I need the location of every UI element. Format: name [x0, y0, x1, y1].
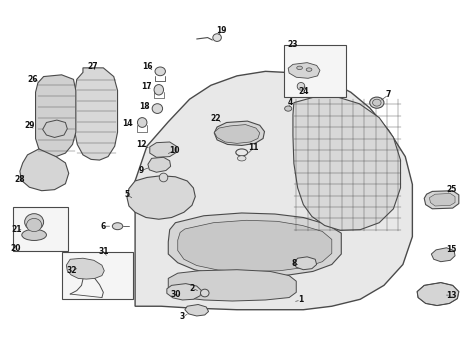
Ellipse shape — [154, 85, 164, 95]
Polygon shape — [424, 191, 459, 209]
Text: 5: 5 — [125, 190, 129, 199]
Polygon shape — [429, 193, 455, 206]
Text: 29: 29 — [24, 121, 35, 130]
Ellipse shape — [201, 289, 209, 297]
Text: 23: 23 — [288, 40, 298, 49]
Ellipse shape — [112, 223, 123, 230]
Text: 17: 17 — [141, 82, 151, 91]
Polygon shape — [43, 120, 67, 137]
Text: 15: 15 — [446, 245, 456, 254]
Text: 1: 1 — [298, 295, 304, 304]
Ellipse shape — [155, 67, 165, 76]
Text: 12: 12 — [136, 140, 146, 149]
Ellipse shape — [297, 82, 305, 90]
Ellipse shape — [284, 106, 292, 111]
Text: 2: 2 — [189, 284, 195, 293]
Polygon shape — [127, 176, 195, 219]
Text: 26: 26 — [27, 75, 37, 84]
Text: 13: 13 — [446, 291, 456, 300]
Text: 8: 8 — [291, 259, 297, 268]
Polygon shape — [214, 121, 264, 145]
Ellipse shape — [22, 229, 46, 240]
Text: 7: 7 — [386, 90, 392, 99]
Text: 24: 24 — [298, 87, 309, 96]
Polygon shape — [293, 97, 401, 230]
Ellipse shape — [137, 118, 147, 127]
Text: 31: 31 — [98, 247, 109, 256]
Polygon shape — [150, 142, 176, 157]
Ellipse shape — [25, 214, 44, 230]
Text: 11: 11 — [248, 143, 259, 152]
Bar — [62, 252, 133, 299]
Polygon shape — [20, 149, 69, 191]
Ellipse shape — [297, 66, 302, 70]
Polygon shape — [167, 284, 201, 300]
Polygon shape — [214, 125, 260, 143]
Text: 30: 30 — [170, 290, 181, 299]
Text: 19: 19 — [217, 26, 227, 35]
Bar — [284, 45, 346, 97]
Ellipse shape — [373, 99, 381, 106]
Polygon shape — [294, 257, 317, 270]
Text: 6: 6 — [100, 222, 106, 231]
Text: 10: 10 — [169, 146, 180, 155]
Polygon shape — [75, 68, 118, 160]
Polygon shape — [288, 63, 320, 78]
Ellipse shape — [27, 219, 42, 232]
Text: 22: 22 — [210, 114, 221, 123]
Polygon shape — [178, 220, 332, 271]
Bar — [13, 207, 68, 251]
Text: 32: 32 — [67, 266, 77, 275]
Polygon shape — [135, 71, 412, 310]
Polygon shape — [417, 283, 459, 306]
Text: 28: 28 — [15, 175, 25, 184]
Polygon shape — [168, 213, 341, 277]
Polygon shape — [185, 304, 209, 316]
Ellipse shape — [370, 97, 384, 108]
Text: 9: 9 — [138, 166, 144, 175]
Polygon shape — [168, 270, 296, 301]
Text: 21: 21 — [11, 225, 22, 234]
Polygon shape — [36, 75, 76, 157]
Polygon shape — [431, 248, 455, 262]
Text: 25: 25 — [446, 185, 456, 194]
Ellipse shape — [213, 34, 221, 41]
Ellipse shape — [152, 104, 163, 113]
Text: 20: 20 — [10, 244, 20, 253]
Ellipse shape — [237, 156, 246, 161]
Text: 27: 27 — [87, 62, 98, 71]
Polygon shape — [148, 157, 171, 172]
Text: 16: 16 — [143, 62, 153, 71]
Ellipse shape — [159, 173, 168, 182]
Text: 14: 14 — [122, 119, 132, 128]
Text: 3: 3 — [180, 312, 185, 321]
Polygon shape — [66, 258, 104, 279]
Ellipse shape — [306, 68, 312, 71]
Text: 4: 4 — [287, 98, 293, 107]
Text: 18: 18 — [139, 102, 150, 111]
